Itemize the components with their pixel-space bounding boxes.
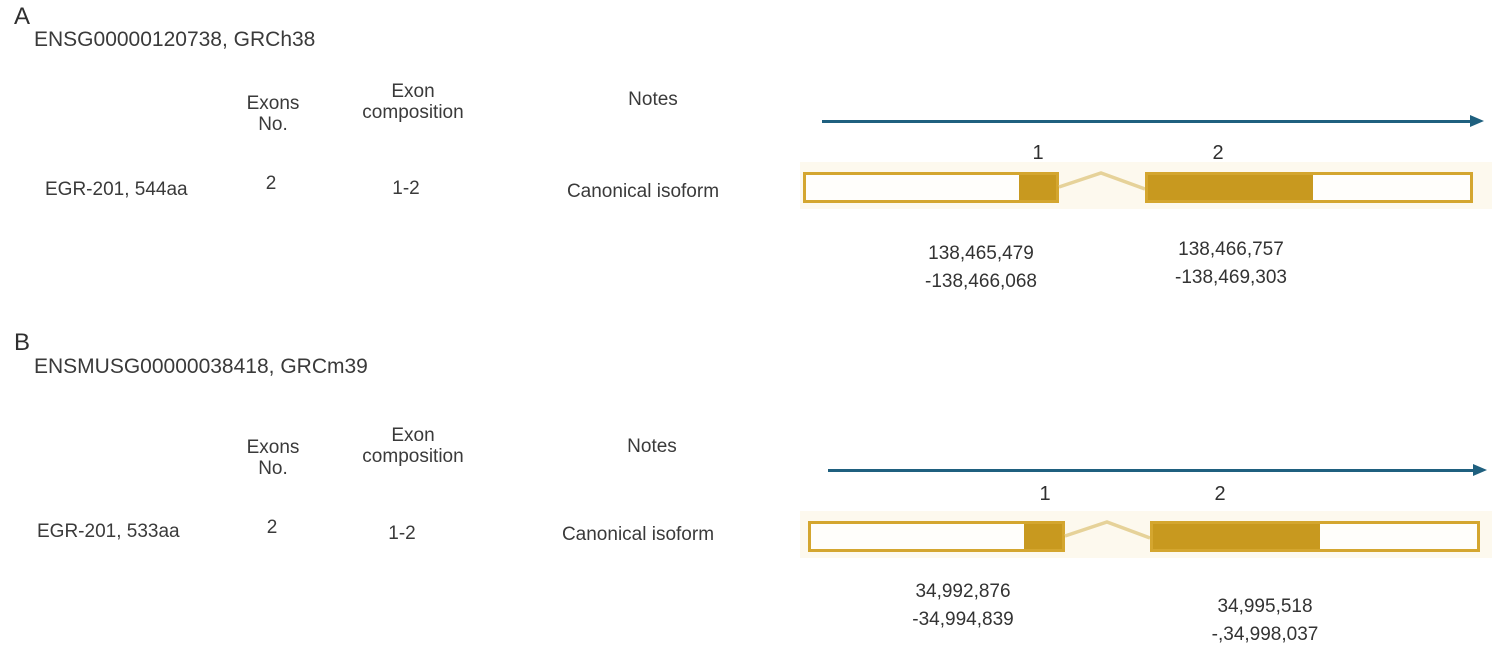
- panel-a-strand-arrow: [822, 115, 1484, 128]
- panel-b-exon-composition-value: 1-2: [388, 523, 416, 544]
- panel-b-column-exons-no: Exons No.: [246, 437, 300, 479]
- panel-a-exon1-box: [803, 172, 1059, 203]
- panel-b-exon2-number: 2: [1214, 483, 1226, 505]
- panel-a-isoform-name: EGR-201, 544aa: [45, 179, 188, 200]
- panel-b-isoform-name: EGR-201, 533aa: [37, 521, 180, 542]
- panel-b-notes-value: Canonical isoform: [561, 524, 715, 545]
- panel-a-exon2-box: [1145, 172, 1473, 203]
- arrow-line: [828, 469, 1474, 472]
- panel-a-column-notes: Notes: [628, 89, 678, 110]
- panel-b-splice-junction-line: [1064, 520, 1151, 540]
- panel-b-exon2-box: [1150, 521, 1480, 552]
- panel-b-label: B: [14, 329, 31, 356]
- panel-b-exon1-coordinates: 34,992,876 -34,994,839: [912, 581, 1014, 630]
- arrow-line: [822, 120, 1471, 123]
- panel-b-strand-arrow: [828, 464, 1487, 477]
- panel-b-column-notes: Notes: [627, 436, 677, 457]
- panel-a-exon1-number: 1: [1032, 142, 1044, 164]
- panel-a-column-exons-no: Exons No.: [246, 93, 300, 135]
- panel-b-exon2-coding-fill: [1153, 524, 1320, 549]
- panel-b-exon1-number: 1: [1039, 483, 1051, 505]
- panel-b-column-exon-composition: Exon composition: [362, 425, 464, 467]
- panel-a-gene-id: ENSG00000120738, GRCh38: [34, 28, 316, 51]
- panel-a-splice-junction-line: [1058, 171, 1146, 191]
- panel-a-notes-value: Canonical isoform: [566, 181, 720, 202]
- panel-a-exon2-coding-fill: [1148, 175, 1313, 200]
- panel-b-exon2-coordinates: 34,995,518 -,34,998,037: [1211, 596, 1319, 645]
- panel-a-exon1-coding-fill: [1019, 175, 1056, 200]
- panel-b-exon1-box: [808, 521, 1065, 552]
- panel-a-exon2-number: 2: [1212, 142, 1224, 164]
- panel-a-exon1-coordinates: 138,465,479 -138,466,068: [925, 243, 1037, 292]
- panel-b-exons-no-value: 2: [266, 517, 278, 538]
- panel-a-exons-no-value: 2: [265, 173, 277, 194]
- arrow-head-icon: [1470, 115, 1484, 127]
- panel-a-exon-composition-value: 1-2: [392, 178, 420, 199]
- panel-a-exon2-coordinates: 138,466,757 -138,469,303: [1175, 239, 1287, 288]
- panel-a-column-exon-composition: Exon composition: [362, 81, 464, 123]
- panel-b-exon1-coding-fill: [1024, 524, 1062, 549]
- panel-b-gene-id: ENSMUSG00000038418, GRCm39: [34, 355, 368, 378]
- panel-a-label: A: [14, 3, 31, 30]
- arrow-head-icon: [1473, 464, 1487, 476]
